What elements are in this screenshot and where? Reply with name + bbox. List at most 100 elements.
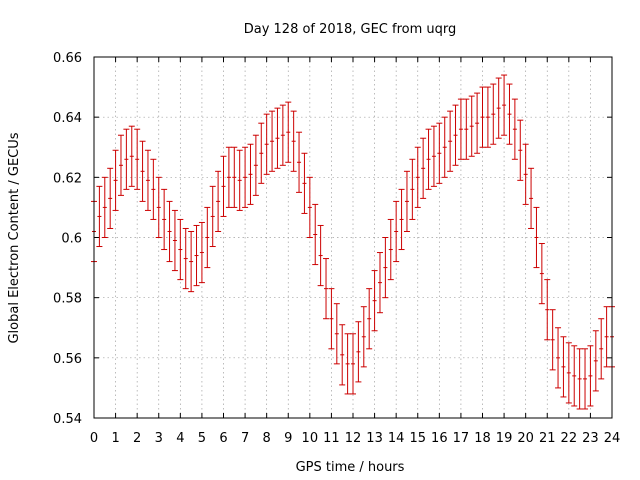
x-tick-label: 5 xyxy=(198,431,206,446)
data-point xyxy=(220,155,227,217)
x-tick-label: 18 xyxy=(474,431,491,446)
data-point xyxy=(117,134,124,196)
data-point xyxy=(350,333,356,395)
data-point xyxy=(134,128,141,190)
data-point xyxy=(274,107,281,169)
data-point xyxy=(360,306,367,368)
x-tick-label: 7 xyxy=(241,431,249,446)
y-tick-label: 0.6 xyxy=(61,232,82,247)
x-tick-labels: 0 1 2 3 4 5 6 7 8 9 10 11 12 13 14 15 16 17 18 19 20 21 22 23 24 xyxy=(90,431,620,446)
data-point xyxy=(582,348,589,410)
x-tick-label: 15 xyxy=(409,431,426,446)
x-tick-label: 23 xyxy=(582,431,599,446)
x-tick-label: 3 xyxy=(155,431,163,446)
data-point xyxy=(182,227,189,290)
data-point xyxy=(339,324,346,386)
data-point xyxy=(382,237,389,299)
x-tick-label: 0 xyxy=(90,431,98,446)
x-tick-label: 4 xyxy=(176,431,184,446)
data-point xyxy=(463,98,470,160)
data-point xyxy=(565,342,572,404)
data-point xyxy=(225,146,232,208)
data-point xyxy=(209,185,216,248)
x-tick-label: 14 xyxy=(388,431,405,446)
data-point xyxy=(452,104,459,166)
data-point xyxy=(155,176,162,238)
data-point xyxy=(495,77,502,139)
chart-title: Day 128 of 2018, GEC from uqrg xyxy=(244,22,457,37)
data-point xyxy=(296,131,303,193)
data-point xyxy=(592,330,599,392)
data-point xyxy=(560,336,567,398)
y-tick-label: 0.64 xyxy=(53,111,82,126)
data-point xyxy=(317,224,324,287)
x-tick-label: 1 xyxy=(111,431,119,446)
data-point xyxy=(263,113,270,175)
data-point xyxy=(355,321,362,383)
data-point xyxy=(107,167,114,229)
data-point xyxy=(468,95,475,157)
y-tick-label: 0.66 xyxy=(53,51,82,66)
data-point xyxy=(123,128,130,190)
data-point xyxy=(549,309,556,371)
data-point xyxy=(479,86,486,148)
data-point xyxy=(193,224,200,287)
data-point xyxy=(544,279,551,341)
data-point xyxy=(161,188,168,251)
data-point xyxy=(204,206,211,269)
data-point xyxy=(306,176,313,238)
data-point xyxy=(258,122,265,184)
x-tick-label: 10 xyxy=(302,431,319,446)
data-point xyxy=(528,167,535,229)
x-tick-label: 6 xyxy=(219,431,227,446)
x-tick-label: 24 xyxy=(604,431,621,446)
x-tick-label: 9 xyxy=(284,431,292,446)
data-point xyxy=(441,116,448,178)
data-point xyxy=(144,149,151,211)
data-point xyxy=(376,252,383,314)
data-point xyxy=(371,270,378,332)
y-tick-label: 0.58 xyxy=(53,292,82,307)
data-point xyxy=(101,176,108,238)
data-point xyxy=(242,146,249,208)
data-point xyxy=(576,348,583,410)
data-series xyxy=(91,74,615,410)
data-point xyxy=(247,143,254,205)
data-point xyxy=(387,218,394,281)
data-point xyxy=(285,101,292,163)
data-point xyxy=(177,218,184,281)
data-point xyxy=(393,200,400,263)
data-point xyxy=(430,125,437,187)
data-point xyxy=(215,170,222,232)
data-point xyxy=(344,333,351,395)
data-point xyxy=(506,83,513,145)
data-point xyxy=(96,185,103,248)
x-tick-label: 22 xyxy=(561,431,578,446)
x-axis-label: GPS time / hours xyxy=(296,460,405,475)
data-point xyxy=(188,230,195,293)
data-point xyxy=(517,119,524,181)
data-point xyxy=(166,200,173,263)
data-point xyxy=(333,303,340,365)
x-tick-label: 19 xyxy=(496,431,513,446)
data-point xyxy=(403,170,410,232)
data-point xyxy=(457,98,464,160)
data-point xyxy=(409,158,416,220)
y-tick-label: 0.56 xyxy=(53,352,82,367)
data-point xyxy=(328,288,335,350)
data-point xyxy=(112,149,119,211)
y-tick-label: 0.62 xyxy=(53,171,82,186)
data-point xyxy=(312,203,319,266)
data-point xyxy=(533,206,540,269)
data-point xyxy=(598,318,605,380)
x-tick-label: 13 xyxy=(366,431,383,446)
x-tick-label: 11 xyxy=(323,431,340,446)
data-point xyxy=(398,188,405,251)
x-tick-label: 21 xyxy=(539,431,556,446)
data-point xyxy=(571,345,578,407)
x-tick-label: 8 xyxy=(263,431,271,446)
x-tick-label: 12 xyxy=(345,431,362,446)
data-point xyxy=(171,209,178,272)
x-tick-label: 20 xyxy=(517,431,534,446)
